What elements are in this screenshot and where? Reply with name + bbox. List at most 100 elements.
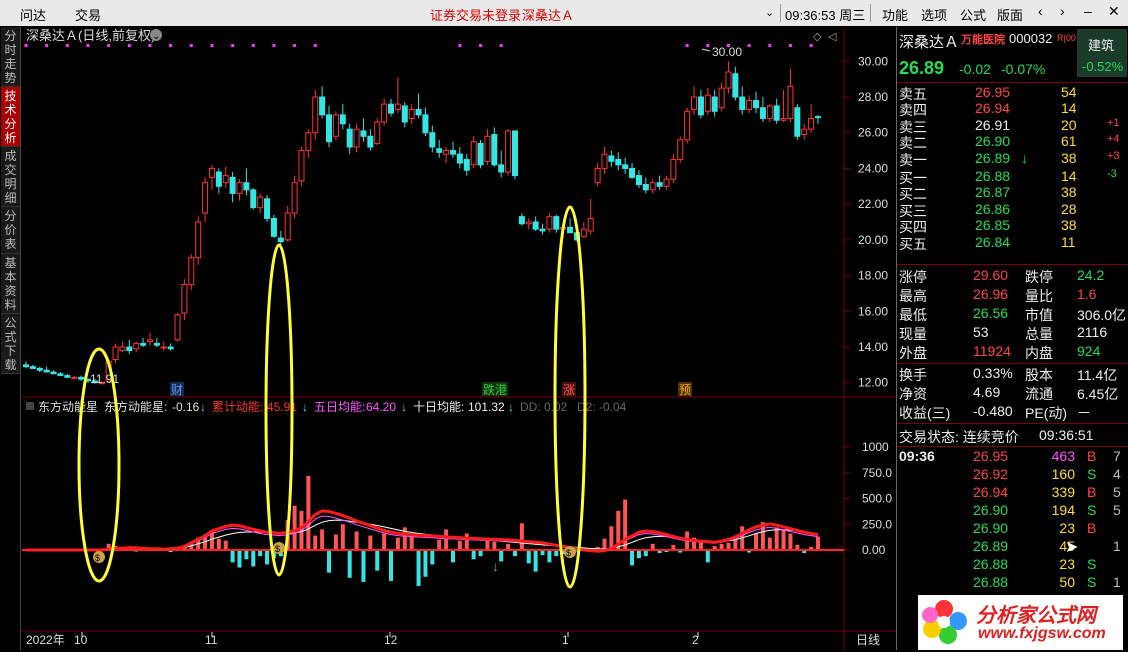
menu-formula[interactable]: 公式 bbox=[960, 8, 987, 23]
menu-options[interactable]: 选项 bbox=[921, 8, 948, 23]
indicator-bar bbox=[561, 550, 566, 555]
nav-price-table[interactable]: 分 价 表 bbox=[1, 207, 20, 254]
price-tick-label: 12.00 bbox=[858, 376, 888, 390]
indicator-bar bbox=[719, 543, 724, 550]
book-price: 26.91 bbox=[975, 116, 1011, 133]
order-book-row: 买二 26.87 38 bbox=[897, 184, 1128, 202]
event-forecast[interactable]: 预 bbox=[679, 383, 691, 397]
indicator-bar bbox=[809, 546, 814, 550]
candle-body bbox=[374, 121, 381, 144]
stat-value: 306.0亿 bbox=[1077, 307, 1127, 323]
candle-body bbox=[794, 107, 801, 137]
dropdown-icon[interactable]: ⌄ bbox=[765, 7, 775, 19]
candle-body bbox=[98, 382, 105, 385]
stat-value: 29.60 bbox=[973, 267, 1009, 283]
indicator-bar bbox=[444, 529, 449, 550]
expand-icon[interactable]: ◁ bbox=[828, 31, 837, 43]
indicator-bar bbox=[795, 544, 800, 550]
period-label[interactable]: 日线 bbox=[856, 633, 880, 647]
stats-row: 收益(三) -0.480 PE(动) － bbox=[897, 403, 1128, 421]
stats-row: 现量 53 总量 2116 bbox=[897, 324, 1128, 342]
indicator-bar bbox=[354, 531, 359, 550]
menu-trade[interactable]: 交易 bbox=[75, 8, 102, 23]
book-volume: 54 bbox=[1061, 84, 1077, 100]
svg-text:↓: ↓ bbox=[508, 400, 514, 414]
indicator-bar bbox=[760, 522, 765, 550]
indicator-bar bbox=[457, 540, 462, 550]
nav-trade-detail[interactable]: 成 交 明 细 bbox=[1, 147, 20, 207]
candle-body bbox=[146, 339, 153, 343]
nav-label: 技 术 分 析 bbox=[4, 89, 17, 145]
signal-dot bbox=[809, 44, 813, 47]
svg-text:↓: ↓ bbox=[200, 400, 206, 414]
tick-count: 1 bbox=[1113, 538, 1121, 554]
candle-body bbox=[622, 164, 629, 169]
svg-text:$: $ bbox=[566, 548, 571, 558]
indicator-bar bbox=[292, 505, 297, 550]
menu-layout[interactable]: 版面 bbox=[997, 8, 1024, 23]
indicator-bar bbox=[526, 550, 531, 564]
indicator-bar bbox=[492, 541, 497, 550]
candle-body bbox=[305, 132, 312, 152]
signal-dot bbox=[210, 44, 214, 47]
indicator-bar bbox=[464, 533, 469, 550]
nav-intraday[interactable]: 分 时 走 势 bbox=[1, 27, 20, 87]
nav-technical[interactable]: 技 术 分 析 bbox=[1, 87, 20, 147]
candle-body bbox=[312, 96, 319, 134]
indicator-v6: D2: -0.04 bbox=[577, 400, 627, 414]
current-stock: 深桑达Ａ bbox=[522, 8, 575, 23]
x-label-month: 1 bbox=[562, 633, 569, 647]
login-status[interactable]: 证券交易未登录 bbox=[430, 8, 522, 23]
sector-box[interactable]: 建筑 -0.52% bbox=[1077, 29, 1127, 77]
nav-label: 成 交 明 细 bbox=[4, 149, 17, 205]
event-hk[interactable]: 跌港 bbox=[483, 382, 507, 397]
stat-label: PE(动) bbox=[1025, 405, 1067, 421]
indicator-bar bbox=[671, 544, 676, 550]
indicator-bar bbox=[664, 550, 669, 553]
menu-wenda[interactable]: 问达 bbox=[20, 8, 47, 23]
candle-body bbox=[463, 159, 470, 171]
candle-body bbox=[539, 228, 546, 232]
indicator-bar bbox=[327, 550, 332, 573]
candle-body bbox=[601, 153, 608, 169]
candle-body bbox=[436, 148, 443, 153]
book-label: 买一 bbox=[899, 170, 927, 186]
indicator-bar bbox=[657, 550, 662, 554]
event-earnings[interactable]: 财 bbox=[171, 383, 183, 397]
back-icon[interactable]: ‹ bbox=[1038, 3, 1043, 19]
nav-fundamentals[interactable]: 基 本 资 料 bbox=[1, 254, 20, 314]
price-change: -0.02 bbox=[959, 61, 991, 77]
candle-body bbox=[808, 117, 815, 130]
indicator-bar bbox=[774, 527, 779, 550]
stat-label: 最高 bbox=[899, 288, 927, 304]
nav-formula-download[interactable]: 公 式 下 载 bbox=[1, 314, 20, 374]
stat-label: 换手 bbox=[899, 367, 927, 383]
menu-function[interactable]: 功能 bbox=[882, 8, 909, 23]
indicator-tick-label: 750.0 bbox=[862, 466, 892, 480]
signal-dot bbox=[313, 44, 317, 47]
indicator-v2: 45.91 bbox=[267, 400, 297, 414]
signal-dot bbox=[479, 44, 483, 47]
forward-icon[interactable]: › bbox=[1060, 3, 1065, 19]
signal-dot bbox=[169, 44, 173, 47]
order-book-row: 卖三 26.91 20 +1 bbox=[897, 117, 1128, 135]
indicator-bar bbox=[450, 550, 455, 563]
settings-icon[interactable] bbox=[150, 29, 162, 41]
chart-area[interactable]: 深桑达Ａ(日线,前复权) ⌄ ◇ ◁ 30.00 28.00 26.00 24.00 2… bbox=[22, 27, 896, 650]
close-icon[interactable]: ✕ bbox=[1108, 3, 1120, 19]
minimize-icon[interactable]: – bbox=[1084, 3, 1092, 19]
order-book-row: 买五 26.84 11 bbox=[897, 234, 1128, 252]
kline-chart[interactable]: 深桑达Ａ(日线,前复权) ⌄ ◇ ◁ 30.00 28.00 26.00 24.00 2… bbox=[22, 27, 896, 650]
indicator-bar bbox=[106, 543, 111, 550]
event-rise[interactable]: 涨 bbox=[563, 382, 575, 397]
price-tick-label: 20.00 bbox=[858, 233, 888, 247]
indicator-bar bbox=[416, 550, 421, 587]
candle-body bbox=[326, 114, 333, 143]
price-tick-label: 28.00 bbox=[858, 90, 888, 104]
book-price: 26.94 bbox=[975, 100, 1011, 117]
x-label-month: 2 bbox=[692, 633, 699, 647]
candle-body bbox=[697, 96, 704, 116]
diamond-icon[interactable]: ◇ bbox=[813, 31, 822, 43]
candle-body bbox=[319, 96, 326, 116]
book-label: 买三 bbox=[899, 202, 927, 219]
